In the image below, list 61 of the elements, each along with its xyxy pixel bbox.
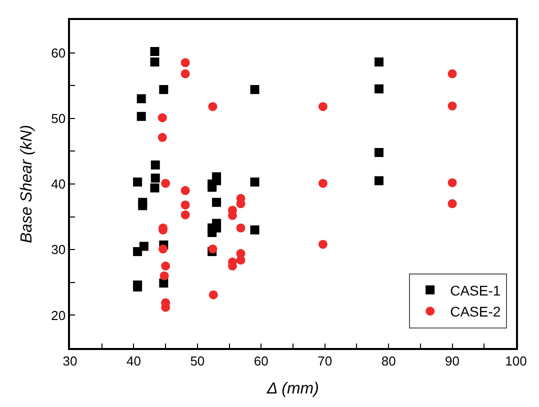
x-tick-label: 50 bbox=[190, 353, 205, 368]
point bbox=[158, 113, 167, 122]
point bbox=[448, 101, 457, 110]
legend-label: CASE-2 bbox=[450, 304, 501, 320]
point bbox=[212, 176, 222, 186]
point bbox=[374, 148, 384, 158]
point bbox=[374, 84, 384, 94]
y-tick-label: 50 bbox=[51, 110, 66, 126]
point bbox=[448, 178, 457, 188]
point bbox=[136, 94, 146, 104]
point bbox=[208, 244, 218, 254]
point bbox=[208, 290, 218, 300]
x-tick-label: 80 bbox=[381, 353, 396, 368]
point bbox=[208, 228, 217, 238]
point bbox=[150, 160, 160, 170]
y-tick-label: 60 bbox=[51, 45, 66, 60]
point bbox=[150, 46, 160, 56]
point bbox=[150, 57, 160, 66]
point bbox=[150, 174, 160, 183]
point bbox=[180, 58, 190, 68]
point bbox=[318, 240, 328, 249]
x-tick-label: 30 bbox=[62, 353, 78, 368]
point bbox=[250, 178, 260, 187]
point bbox=[161, 262, 170, 270]
point bbox=[180, 186, 190, 196]
point bbox=[318, 178, 328, 188]
point bbox=[208, 102, 218, 112]
x-tick-label: 100 bbox=[505, 353, 527, 368]
point bbox=[180, 200, 190, 210]
y-axis-title: Base Shear (kN) bbox=[18, 124, 36, 244]
point bbox=[448, 69, 457, 78]
point bbox=[138, 201, 148, 210]
point bbox=[158, 244, 168, 254]
point bbox=[236, 256, 246, 265]
point bbox=[133, 178, 142, 187]
x-tick-label: 40 bbox=[126, 353, 141, 368]
point bbox=[318, 102, 328, 112]
point bbox=[160, 271, 169, 280]
y-tick-label: 30 bbox=[51, 242, 66, 258]
x-tick-label: 90 bbox=[445, 353, 460, 368]
point bbox=[374, 176, 384, 186]
y-tick-label: 20 bbox=[51, 308, 66, 323]
point bbox=[374, 57, 384, 66]
point bbox=[212, 198, 222, 207]
point bbox=[448, 199, 457, 208]
point bbox=[158, 132, 167, 142]
point bbox=[180, 210, 190, 220]
point bbox=[250, 85, 260, 94]
point bbox=[250, 225, 260, 234]
x-tick-label: 60 bbox=[254, 353, 268, 368]
point bbox=[180, 69, 190, 78]
legend-label: CASE-1 bbox=[450, 282, 501, 298]
point bbox=[150, 183, 160, 192]
y-tick-label: 40 bbox=[51, 176, 66, 192]
x-tick-label: 70 bbox=[318, 353, 332, 368]
x-axis-title: Δ (mm) bbox=[266, 380, 319, 398]
point bbox=[236, 223, 246, 232]
point bbox=[133, 247, 142, 256]
point bbox=[161, 178, 170, 188]
point bbox=[136, 112, 146, 121]
point bbox=[159, 85, 168, 94]
